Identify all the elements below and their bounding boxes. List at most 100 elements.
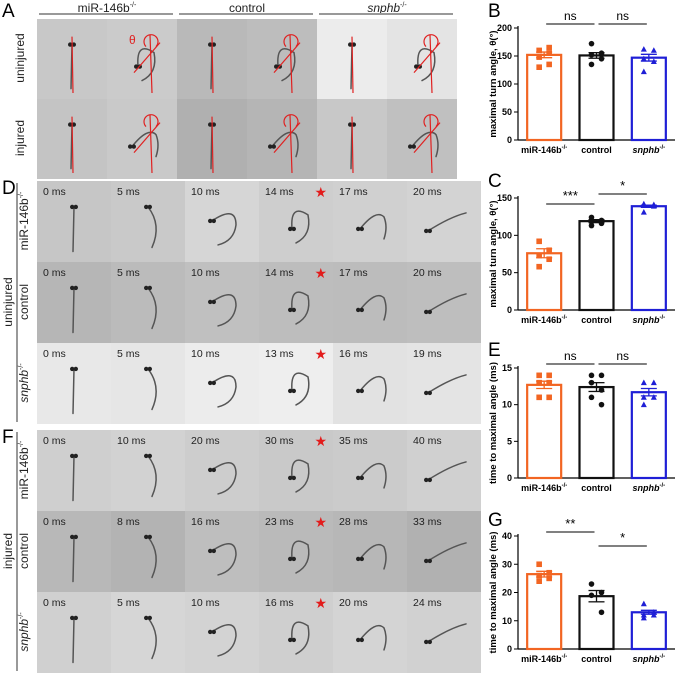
x-tick-label: snphb-/- [632, 654, 665, 664]
group-label: miR-146b-/- [77, 1, 137, 15]
bar [630, 391, 667, 480]
x-tick-label: control [581, 654, 612, 664]
data-point [588, 394, 595, 401]
timestamp: 8 ms [117, 516, 140, 528]
larva-body [411, 131, 439, 158]
larva-head [424, 477, 432, 483]
condition-bracket [16, 432, 18, 671]
larva-head [208, 548, 216, 554]
significance-label: ns [616, 349, 629, 363]
larva-body [131, 131, 159, 158]
significance-label: *** [563, 188, 578, 203]
larva-head [70, 204, 78, 210]
frame-tile: 28 ms [333, 511, 407, 592]
row-label: control [17, 532, 31, 569]
data-point [546, 372, 552, 379]
data-point [640, 600, 647, 607]
data-point [598, 589, 605, 596]
frame-tile: 35 ms [333, 430, 407, 511]
row-label: uninjured [13, 33, 27, 83]
timestamp: 5 ms [117, 186, 140, 198]
frame-tile: 0 ms [37, 430, 111, 511]
larva-head [144, 204, 152, 210]
frame-tile: 20 ms [407, 181, 481, 262]
y-tick-label: 100 [497, 230, 512, 240]
larva-body [291, 540, 310, 574]
data-point [650, 394, 657, 400]
larva-image [70, 204, 78, 253]
data-point [588, 222, 595, 229]
image-tile [37, 19, 107, 99]
image-tile: θ [107, 19, 177, 99]
data-point [640, 55, 647, 62]
larva-image [348, 116, 356, 174]
timestamp: 0 ms [43, 186, 66, 198]
data-point [598, 52, 605, 58]
timestamp: 0 ms [43, 516, 66, 528]
larva-body [147, 206, 157, 249]
data-point [588, 52, 595, 58]
timestamp: 17 ms [339, 186, 368, 198]
data-point [640, 68, 647, 75]
data-point [640, 379, 647, 386]
data-point [588, 40, 595, 47]
timestamp: 16 ms [339, 348, 368, 360]
x-tick-label: miR-146b-/- [521, 315, 567, 325]
angle-lines [273, 114, 301, 174]
data-point [640, 401, 647, 408]
chart-g: time to maximal angle (ms) 0 10 20 30 40 miR-1… [488, 516, 675, 664]
x-tick-label: miR-146b-/- [521, 654, 567, 664]
y-axis-label: time to maximal angle (ms) [488, 362, 499, 484]
larva-image [356, 294, 387, 321]
larva-image [356, 543, 387, 570]
frame-tile: 30 ms ★ [259, 430, 333, 511]
image-tile [107, 99, 177, 179]
bar [526, 53, 563, 142]
data-point [598, 56, 605, 62]
image-tile [387, 99, 457, 179]
data-point [598, 220, 605, 227]
timestamp: 20 ms [413, 186, 442, 198]
larva-body [72, 206, 75, 253]
data-point [640, 394, 647, 400]
data-point [546, 575, 552, 582]
timestamp: 10 ms [191, 597, 220, 609]
larva-head [144, 285, 152, 291]
timestamp: 10 ms [117, 435, 146, 447]
data-point [536, 263, 542, 270]
bar [630, 56, 667, 142]
chart-e: time to maximal angle (ms) 0 5 10 15 miR-146b… [488, 349, 675, 493]
data-point [588, 372, 595, 379]
frame-tile: 14 ms ★ [259, 181, 333, 262]
larva-body [359, 294, 387, 321]
larva-image [70, 285, 78, 334]
timestamp: 35 ms [339, 435, 368, 447]
y-axis-label: maximal turn angle, θ(°) [488, 200, 499, 307]
frame-tile: 17 ms [333, 181, 407, 262]
condition-label: uninjured [1, 276, 15, 327]
frame-tile: 5 ms [111, 592, 185, 673]
larva-head [356, 226, 364, 232]
row-label: miR-146b-/- [17, 191, 31, 250]
image-tile [317, 19, 387, 99]
data-point [546, 50, 552, 56]
y-tick-label: 15 [502, 363, 512, 373]
frame-tile: 10 ms [185, 262, 259, 343]
larva-body [291, 291, 310, 325]
larva-head [424, 390, 432, 396]
larva-image [424, 542, 467, 564]
frame-tile: 10 ms [185, 343, 259, 424]
frame-tile: 23 ms ★ [259, 511, 333, 592]
x-tick-label: control [581, 483, 612, 493]
larva-body [291, 210, 310, 244]
larva-body [147, 617, 157, 660]
larva-image [68, 116, 76, 174]
data-point [588, 214, 595, 221]
larva-image [356, 462, 387, 489]
larva-body [277, 48, 296, 82]
chart-c: maximal turn angle, θ(°) 0 50 100 150 miR-146… [488, 178, 675, 325]
angle-lines [71, 116, 74, 174]
larva-head [356, 556, 364, 562]
timestamp: 14 ms [265, 267, 294, 279]
data-point [546, 379, 552, 386]
